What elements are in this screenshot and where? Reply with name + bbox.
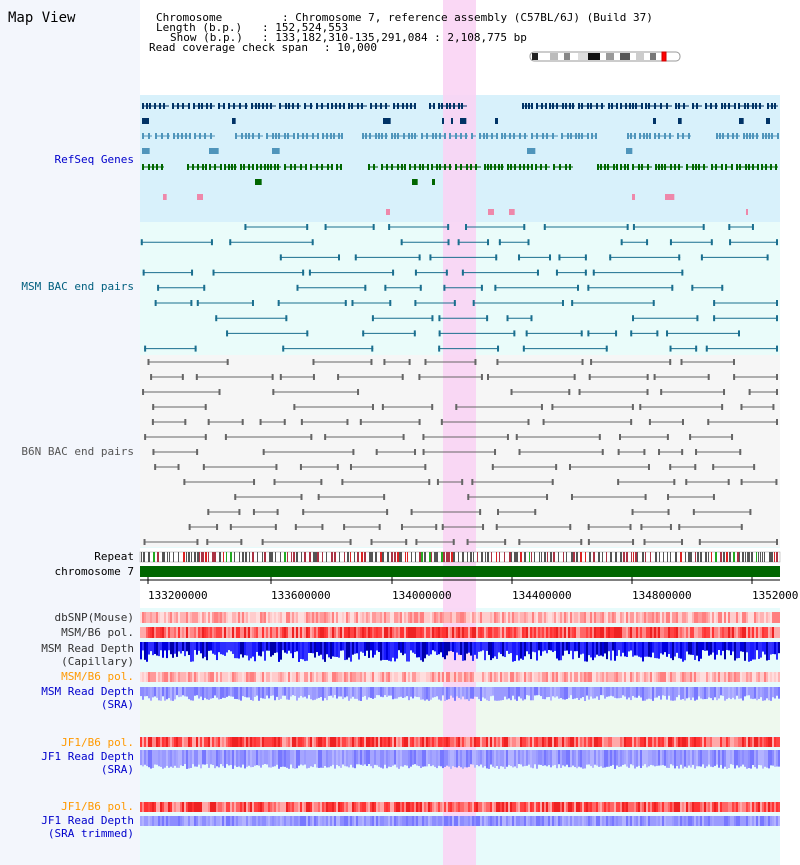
axis-tick-label: 1352000 xyxy=(752,589,798,602)
chromosome-ideogram xyxy=(529,51,681,62)
length-value: : 152,524,553 xyxy=(262,21,349,34)
page-title: Map View xyxy=(8,10,76,26)
chromosome-value: : Chromosome 7, reference assembly (C57B… xyxy=(282,11,653,24)
chromosome-key: Chromosome xyxy=(156,11,223,24)
b6n-bac-track xyxy=(142,359,778,545)
jf1-trim-label-1[interactable]: JF1 Read Depth xyxy=(41,814,134,827)
refseq-genes-label[interactable]: RefSeq Genes xyxy=(54,153,134,166)
position-axis: 133200000 133600000 134000000 134400000 1348… xyxy=(147,577,798,602)
msm-depth-sra-label-2: (SRA) xyxy=(100,698,134,711)
coverage-key: Read coverage check span xyxy=(149,41,308,54)
length-key: Length (b.p.) xyxy=(156,21,243,34)
msm-depth-sra-label-1[interactable]: MSM Read Depth xyxy=(41,685,134,698)
msm-bac-label[interactable]: MSM BAC end pairs xyxy=(21,280,134,293)
msm-pol-label[interactable]: MSM/B6 pol. xyxy=(61,626,134,639)
axis-tick-label: 133200000 xyxy=(148,589,208,602)
msm-bac-track xyxy=(140,224,778,352)
repeat-label: Repeat xyxy=(94,550,134,563)
chromosome-bar xyxy=(140,566,780,577)
heatmap-tracks xyxy=(140,612,780,826)
axis-tick-label: 134000000 xyxy=(392,589,452,602)
msm-pol2-label[interactable]: MSM/B6 pol. xyxy=(61,670,134,683)
axis-tick-label: 134800000 xyxy=(632,589,692,602)
dbsnp-label[interactable]: dbSNP(Mouse) xyxy=(54,611,134,624)
jf1-pol-label[interactable]: JF1/B6 pol. xyxy=(61,736,134,749)
jf1-depth-label-1[interactable]: JF1 Read Depth xyxy=(41,750,134,763)
msm-depth-capillary-label-1[interactable]: MSM Read Depth xyxy=(41,642,134,655)
axis-tick-label: 133600000 xyxy=(271,589,331,602)
axis-tick-label: 134400000 xyxy=(512,589,572,602)
jf1-trim-label-2: (SRA trimmed) xyxy=(47,827,134,840)
coverage-value: : 10,000 xyxy=(324,41,377,54)
jf1-pol2-label[interactable]: JF1/B6 pol. xyxy=(61,800,134,813)
show-value: : 133,182,310-135,291,084 : 2,108,775 bp xyxy=(262,31,527,44)
chromosome-label: chromosome 7 xyxy=(54,565,134,578)
repeat-track xyxy=(139,551,781,563)
msm-depth-capillary-label-2: (Capillary) xyxy=(61,655,134,668)
show-key: Show (b.p.) xyxy=(170,31,243,44)
selection-highlight xyxy=(443,0,476,865)
jf1-depth-label-2: (SRA) xyxy=(100,763,134,776)
b6n-bac-label[interactable]: B6N BAC end pairs xyxy=(21,445,134,458)
refseq-gene-track xyxy=(142,103,779,215)
